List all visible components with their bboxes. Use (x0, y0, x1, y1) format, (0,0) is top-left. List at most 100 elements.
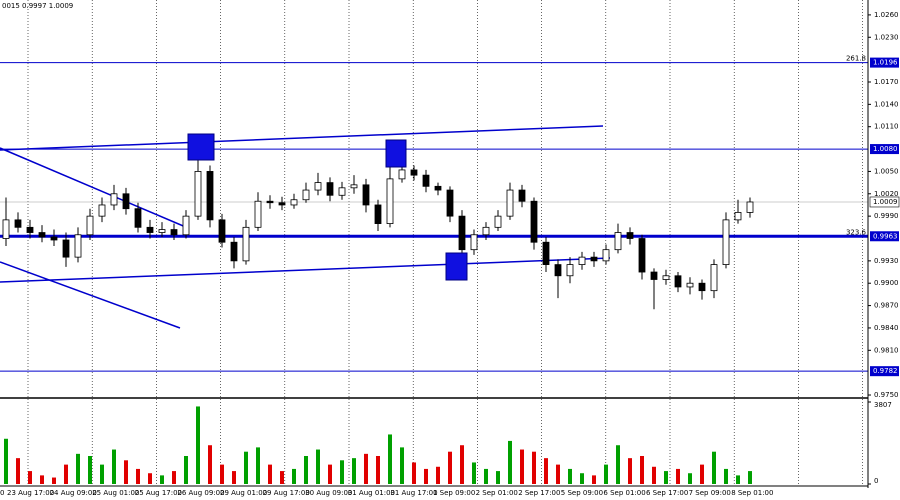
candle-body (446, 189, 454, 217)
y-tick-label: 1.0110 (874, 123, 899, 131)
fib-label: 261.8 (846, 55, 866, 63)
price-tag (870, 366, 899, 377)
volume-bar (484, 468, 488, 484)
volume-bar (28, 471, 32, 484)
grid (27, 0, 863, 486)
volume-bar (724, 468, 728, 484)
volume-bar (232, 471, 236, 484)
volume-bar (220, 464, 224, 484)
x-tick-label: 2 Sep 01:00 (476, 489, 518, 497)
x-tick-label: 31 Aug 01:00 (348, 489, 395, 497)
volume-bar (292, 468, 296, 484)
price-tag-label: 1.0196 (873, 59, 898, 67)
volume-bar (412, 462, 416, 484)
price-tag-label: 0.9782 (873, 367, 898, 375)
candle-body (86, 215, 94, 236)
volume-bar (568, 468, 572, 484)
volume-bar (4, 438, 8, 484)
markers (187, 133, 468, 281)
volume-bar (172, 471, 176, 484)
candle-body (518, 189, 526, 202)
candle-body (2, 219, 10, 239)
candle-body (422, 174, 430, 187)
candle-body (122, 193, 130, 210)
x-tick-label: 25 Aug 17:00 (135, 489, 182, 497)
volume-bar (520, 449, 524, 484)
candle-body (506, 189, 514, 217)
volume-bar (328, 464, 332, 484)
volume-bar (472, 462, 476, 484)
candle-body (314, 182, 322, 191)
volume-bar (184, 455, 188, 484)
volume-bar (676, 468, 680, 484)
candle-body (434, 185, 442, 191)
volume-bar (640, 455, 644, 484)
price-tag (870, 231, 899, 242)
volume-bar (424, 468, 428, 484)
candles (2, 156, 754, 310)
candle-body (374, 204, 382, 224)
x-tick-label: 8 Sep 01:00 (731, 489, 773, 497)
volume-bar (160, 475, 164, 484)
candle-body (218, 219, 226, 243)
candle-body (146, 226, 154, 233)
x-tick-label: 2 Sep 17:00 (518, 489, 560, 497)
volume-bar (40, 475, 44, 484)
x-tick-label: 6 Sep 01:00 (603, 489, 645, 497)
y-tick-label: 1.0020 (874, 190, 899, 198)
candle-body (134, 208, 142, 228)
volume-bar (736, 475, 740, 484)
y-tick-label: 1.0230 (874, 33, 899, 41)
candle-body (266, 200, 274, 204)
x-tick-label: 25 Aug 01:00 (92, 489, 139, 497)
candle-body (230, 241, 238, 262)
candle-body (206, 171, 214, 221)
candle-body (722, 219, 730, 265)
x-tick-label: 6 Sep 17:00 (646, 489, 688, 497)
candle-body (170, 229, 178, 236)
volume-bar (268, 464, 272, 484)
candle-body (350, 184, 358, 189)
fib-label: 323.6 (846, 228, 867, 236)
candle-body (494, 215, 502, 228)
y-tick-label: 1.0050 (874, 167, 899, 175)
candle-body (290, 199, 298, 206)
volume-panel (4, 406, 752, 484)
candle-body (458, 215, 466, 251)
volume-bar (556, 464, 560, 484)
volume-bar (124, 460, 128, 484)
volume-bar (400, 447, 404, 484)
x-tick-label: 1 Sep 09:00 (433, 489, 475, 497)
x-tick-label: 5 Sep 09:00 (561, 489, 603, 497)
current-price-label: 1.0009 (873, 198, 898, 206)
candle-body (326, 182, 334, 196)
volume-bar (52, 477, 56, 484)
volume-bar (304, 455, 308, 484)
y-tick-label: 0.9930 (874, 257, 899, 265)
candle-body (470, 234, 478, 251)
channel-top (0, 125, 604, 151)
candle-body (14, 219, 22, 228)
marker-square (445, 252, 468, 281)
candle-body (194, 171, 202, 217)
candle-body (410, 169, 418, 176)
volume-bar (460, 445, 464, 484)
candle-body (242, 226, 250, 262)
volume-tick-label: 3807 (874, 401, 892, 409)
volume-bar (616, 445, 620, 484)
volume-bar (376, 455, 380, 484)
candle-body (710, 264, 718, 292)
x-tick-label: 29 Aug 01:00 (220, 489, 267, 497)
volume-bar (496, 471, 500, 484)
volume-bar (16, 458, 20, 484)
candle-body (602, 249, 610, 262)
candle-body (386, 178, 394, 224)
volume-bar (652, 466, 656, 484)
candle-body (26, 226, 34, 233)
candle-body (74, 234, 82, 258)
volume-bar (100, 464, 104, 484)
candle-body (734, 212, 742, 221)
volume-bar (244, 451, 248, 484)
annotations (0, 125, 611, 329)
x-tick-label: 24 Aug 09:00 (50, 489, 97, 497)
